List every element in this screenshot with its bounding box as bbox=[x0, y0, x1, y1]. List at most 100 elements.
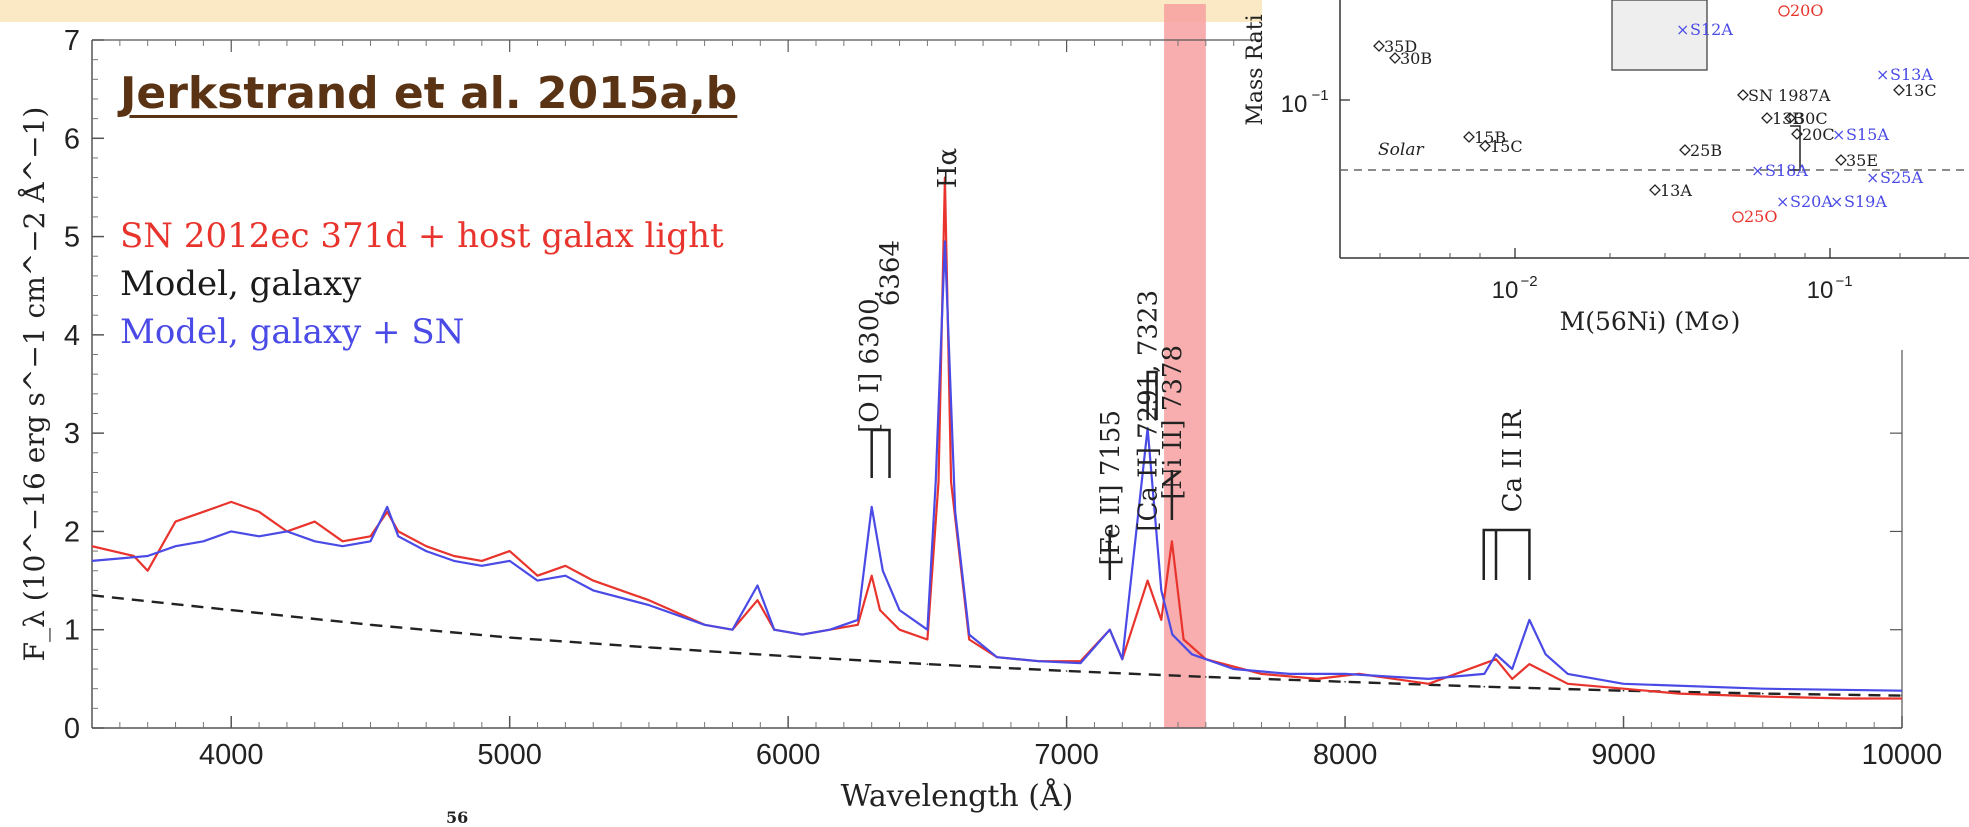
series-point-1 bbox=[1483, 685, 1486, 688]
inset-blue-label: S25A bbox=[1880, 168, 1923, 187]
inset-solar-label: Solar bbox=[1378, 140, 1424, 160]
x-tick-label: 8000 bbox=[1313, 739, 1378, 771]
series-point-2 bbox=[369, 540, 372, 543]
series-point-2 bbox=[1108, 628, 1111, 631]
series-point-2 bbox=[397, 535, 400, 538]
inset-blue-label: S18A bbox=[1765, 161, 1808, 180]
inset-black-marker bbox=[1389, 52, 1401, 64]
series-point-2 bbox=[453, 560, 455, 562]
inset-black-marker bbox=[1679, 144, 1691, 156]
series-point-2 bbox=[174, 545, 177, 547]
series-point-0 bbox=[425, 545, 427, 547]
x-axis-title: Wavelength (Å) bbox=[841, 778, 1074, 814]
bracket-caii-ir bbox=[1482, 528, 1531, 580]
series-point-2 bbox=[592, 589, 595, 592]
series-point-0 bbox=[1171, 540, 1173, 543]
series-point-2 bbox=[313, 540, 316, 543]
citation-title: Jerkstrand et al. 2015a,b bbox=[120, 68, 738, 119]
series-point-2 bbox=[286, 530, 288, 533]
highlight-band-layer bbox=[1164, 4, 1206, 728]
series-point-0 bbox=[1528, 663, 1531, 665]
annotation-caii-ir: Ca II IR bbox=[1498, 409, 1528, 513]
series-point-1 bbox=[1901, 694, 1902, 697]
series-point-1 bbox=[92, 594, 93, 597]
series-point-0 bbox=[1495, 658, 1497, 660]
y-tick-label: 4 bbox=[64, 320, 80, 352]
series-point-2 bbox=[703, 624, 706, 626]
bracket-caii bbox=[1146, 370, 1158, 420]
inset-red-marker bbox=[1732, 211, 1744, 223]
series-point-2 bbox=[146, 555, 149, 557]
inset-blue-marker: × bbox=[1876, 65, 1889, 84]
series-point-0 bbox=[1567, 682, 1569, 685]
x-tick-label: 6000 bbox=[756, 739, 821, 771]
legend-item-model-sn: Model, galaxy + SN bbox=[120, 312, 465, 352]
series-point-2 bbox=[1037, 660, 1040, 662]
inset-black-marker bbox=[1737, 89, 1749, 101]
series-point-1 bbox=[926, 663, 929, 665]
inset-x-axis-title: M(56Ni) (M⊙) bbox=[1560, 307, 1741, 336]
series-point-0 bbox=[648, 599, 650, 602]
series-point-0 bbox=[870, 574, 873, 577]
series-point-1 bbox=[508, 636, 511, 639]
y-tick-label: 1 bbox=[64, 615, 80, 647]
series-point-2 bbox=[882, 569, 884, 572]
series-point-0 bbox=[1146, 579, 1149, 582]
inset-black-marker bbox=[1373, 40, 1385, 52]
series-point-0 bbox=[1761, 695, 1764, 698]
inset-blue-marker: × bbox=[1776, 192, 1789, 211]
series-point-2 bbox=[968, 633, 970, 636]
inset-black-marker bbox=[1463, 131, 1475, 143]
series-point-0 bbox=[453, 555, 455, 557]
series-point-2 bbox=[856, 619, 859, 621]
annotation-oi-6364: 6364 bbox=[876, 240, 906, 306]
series-point-2 bbox=[898, 609, 901, 611]
series-point-0 bbox=[564, 565, 567, 567]
series-point-0 bbox=[1260, 673, 1263, 675]
series-point-1 bbox=[787, 655, 789, 658]
inset-x-tick-exp: −1 bbox=[1835, 273, 1852, 290]
series-point-0 bbox=[216, 506, 219, 508]
inset-black-marker bbox=[1791, 128, 1803, 140]
y-tick-label: 5 bbox=[64, 222, 80, 254]
series-point-0 bbox=[481, 560, 483, 562]
series-point-0 bbox=[1182, 638, 1185, 641]
series-point-0 bbox=[756, 599, 759, 602]
inset-red-label: 20O bbox=[1790, 1, 1823, 20]
y-tick-label: 2 bbox=[64, 516, 80, 548]
y-tick-label: 3 bbox=[64, 418, 80, 450]
inset-black-marker bbox=[1835, 154, 1847, 166]
series-point-2 bbox=[1171, 633, 1174, 636]
series-point-0 bbox=[944, 176, 946, 179]
inset-blue-marker: × bbox=[1676, 20, 1689, 39]
inset-x-tick-exp: −2 bbox=[1520, 273, 1537, 290]
series-point-0 bbox=[1427, 682, 1430, 685]
series-point-0 bbox=[968, 638, 970, 641]
series-point-0 bbox=[898, 628, 901, 631]
series-point-2 bbox=[870, 506, 873, 508]
series-point-0 bbox=[397, 530, 400, 533]
series-point-2 bbox=[341, 545, 344, 547]
inset-black-label: 25B bbox=[1690, 141, 1722, 160]
series-point-2 bbox=[1232, 668, 1235, 670]
inset-black-label: 35E bbox=[1846, 151, 1878, 170]
series-point-0 bbox=[937, 481, 940, 484]
series-point-2 bbox=[1622, 682, 1625, 685]
series-point-2 bbox=[1288, 673, 1291, 675]
y-tick-label: 7 bbox=[64, 25, 80, 57]
series-point-2 bbox=[202, 540, 205, 543]
series-point-0 bbox=[258, 510, 260, 513]
series-point-2 bbox=[1544, 653, 1547, 656]
series-point-2 bbox=[230, 530, 233, 533]
series-point-2 bbox=[801, 633, 803, 636]
series-point-0 bbox=[1845, 697, 1848, 700]
series-point-0 bbox=[341, 540, 344, 543]
inset-sn1987a-range bbox=[1790, 125, 1801, 171]
series-point-1 bbox=[1065, 670, 1068, 672]
inset-black-label: 15B bbox=[1474, 128, 1506, 147]
series-point-2 bbox=[1160, 589, 1163, 592]
series-point-2 bbox=[1901, 689, 1902, 692]
